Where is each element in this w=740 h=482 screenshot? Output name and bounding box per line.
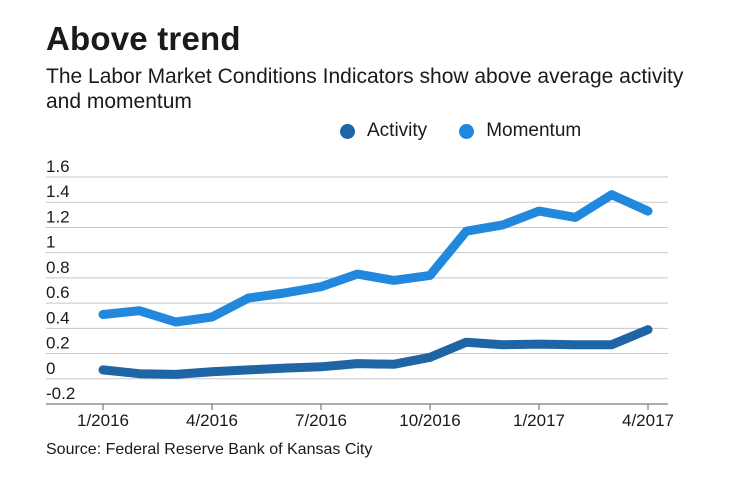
x-tick-label: 4/2016 — [186, 411, 238, 430]
legend-label-momentum: Momentum — [486, 120, 582, 141]
legend-label-activity: Activity — [367, 120, 428, 141]
y-tick-label: 0.4 — [46, 308, 70, 327]
y-tick-label: 0.8 — [46, 258, 70, 277]
series-line-momentum — [98, 190, 653, 327]
x-tick-label: 4/2017 — [622, 411, 674, 430]
legend-item-momentum: Momentum — [459, 120, 581, 142]
y-tick-label: 1.2 — [46, 207, 70, 226]
source-note: Source: Federal Reserve Bank of Kansas C… — [46, 441, 373, 458]
y-tick-label: 1 — [46, 233, 55, 252]
legend-item-activity: Activity — [340, 120, 427, 142]
y-tick-label: -0.2 — [46, 384, 75, 403]
series-line-activity — [98, 325, 653, 379]
legend: Activity Momentum — [340, 120, 613, 142]
y-tick-label: 0 — [46, 359, 55, 378]
y-tick-label: 1.4 — [46, 182, 70, 201]
y-tick-label: 0.6 — [46, 283, 70, 302]
legend-marker-activity — [340, 123, 355, 139]
chart-subtitle: The Labor Market Conditions Indicators s… — [46, 65, 684, 113]
x-tick-label: 7/2016 — [295, 411, 347, 430]
x-tick-label: 1/2016 — [77, 411, 129, 430]
x-tick-label: 10/2016 — [399, 411, 460, 430]
chart-title: Above trend — [46, 20, 241, 57]
x-tick-label: 1/2017 — [513, 411, 565, 430]
y-tick-label: 1.6 — [46, 157, 70, 176]
y-tick-label: 0.2 — [46, 334, 70, 353]
legend-marker-momentum — [459, 123, 475, 139]
